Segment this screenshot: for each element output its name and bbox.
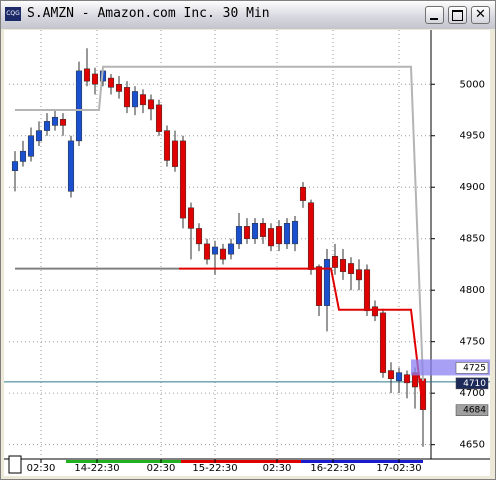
y-tick-label: 4950: [460, 131, 485, 142]
session-strip: [66, 460, 181, 463]
maximize-button[interactable]: [448, 6, 467, 24]
candle-body: [59, 119, 67, 126]
candle-body: [115, 84, 123, 92]
candle-body: [379, 312, 387, 373]
y-tick-label: 4750: [460, 337, 485, 348]
candle-body: [267, 228, 275, 247]
candle-body: [27, 135, 35, 157]
y-tick-label: 4700: [460, 388, 485, 399]
candle-body: [163, 130, 171, 161]
candle-body: [107, 77, 115, 88]
x-tick-label: 02:30: [27, 463, 56, 474]
title-bar: CQG S.AMZN - Amazon.com Inc. 30 Min ✕: [1, 1, 495, 29]
candle-body: [123, 87, 131, 108]
candle-body: [363, 269, 371, 312]
y-tick-label: 4800: [460, 285, 485, 296]
candle-body: [179, 140, 187, 219]
candle-body: [91, 73, 99, 85]
window-title: S.AMZN - Amazon.com Inc. 30 Min: [27, 6, 270, 21]
candle-body: [339, 259, 347, 272]
y-tick-label: 4650: [460, 440, 485, 451]
candle-body: [395, 372, 403, 382]
close-button[interactable]: ✕: [471, 6, 490, 24]
candle-body: [35, 130, 43, 142]
candle-body: [51, 116, 59, 126]
x-tick-label: 14-22:30: [74, 463, 119, 474]
candle-body: [371, 306, 379, 317]
candle-body: [11, 161, 19, 172]
candle-body: [331, 255, 339, 268]
candle-body: [299, 186, 307, 201]
y-tick-label: 4850: [460, 234, 485, 245]
candle-body: [43, 121, 51, 131]
price-marker: [455, 404, 489, 416]
chart-background: [4, 30, 490, 476]
y-tick-label: 4900: [460, 182, 485, 193]
minimize-button[interactable]: [425, 6, 444, 24]
candle-body: [83, 68, 91, 82]
x-tick-label: 16-22:30: [310, 463, 355, 474]
indicator-line: [179, 267, 424, 410]
candle-body: [323, 259, 331, 306]
candle-body: [251, 223, 259, 239]
candle-body: [387, 370, 395, 380]
indicator-line: [15, 65, 424, 381]
x-tick-label: 02:30: [147, 463, 176, 474]
x-tick-label: 17-02:30: [376, 463, 421, 474]
candle-body: [291, 220, 299, 245]
candle-body: [283, 223, 291, 245]
candle-body: [219, 248, 227, 260]
candle-body: [75, 70, 83, 142]
candle-body: [139, 94, 147, 106]
candle-body: [403, 374, 411, 384]
app-icon: CQG: [5, 7, 21, 21]
price-marker-label: 4725: [463, 363, 486, 373]
candle-body: [171, 140, 179, 167]
chart: 4650 4700 4750 4800 4850 4900 4950 5000 02:30 14-…: [4, 30, 490, 476]
candle-body: [67, 140, 75, 192]
session-strip: [181, 460, 301, 463]
candle-body: [307, 202, 315, 270]
price-marker-label: 4684: [463, 406, 486, 416]
candle-body: [347, 263, 355, 274]
candle-body: [195, 228, 203, 245]
candle-body: [355, 269, 363, 281]
candle-body: [211, 246, 219, 255]
corner-box: [8, 455, 22, 474]
candle-body: [155, 104, 163, 132]
y-tick-label: 5000: [460, 79, 485, 90]
candle-body: [203, 243, 211, 260]
candle-body: [315, 266, 323, 306]
x-tick-label: 02:30: [263, 463, 292, 474]
candle-body: [275, 226, 283, 245]
candle-body: [187, 207, 195, 229]
session-strip: [301, 460, 423, 463]
candle-body: [259, 223, 267, 237]
price-marker-label: 4710: [463, 379, 486, 389]
candle-body: [147, 99, 155, 110]
candle-body: [227, 243, 235, 255]
price-marker: [455, 362, 489, 374]
candle-body: [243, 226, 251, 239]
x-tick-label: 15-22:30: [192, 463, 237, 474]
price-marker: [455, 377, 489, 390]
candle-body: [235, 226, 243, 245]
candle-body: [19, 150, 27, 162]
candle-body: [131, 91, 139, 108]
